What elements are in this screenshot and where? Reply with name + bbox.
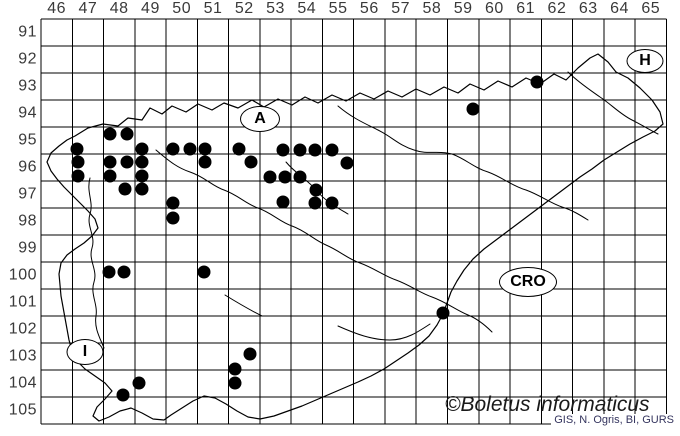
occurrence-dot bbox=[263, 170, 277, 184]
occurrence-dot bbox=[135, 142, 149, 156]
occurrence-dot bbox=[135, 182, 149, 196]
row-label-99: 99 bbox=[18, 238, 37, 256]
row-label-100: 100 bbox=[8, 265, 37, 283]
country-label-italy: I bbox=[66, 339, 104, 365]
row-label-94: 94 bbox=[18, 103, 37, 121]
occurrence-dot bbox=[325, 196, 339, 210]
occurrence-dot bbox=[325, 143, 339, 157]
occurrence-dot bbox=[228, 376, 242, 390]
occurrence-dot bbox=[244, 155, 258, 169]
occurrence-dot bbox=[166, 196, 180, 210]
column-label-49: 49 bbox=[141, 0, 160, 17]
occurrence-dot bbox=[132, 376, 146, 390]
occurrence-dot bbox=[135, 155, 149, 169]
occurrence-dot bbox=[436, 306, 450, 320]
occurrence-dot bbox=[102, 265, 116, 279]
country-label-austria: A bbox=[240, 106, 280, 132]
column-label-47: 47 bbox=[78, 0, 98, 17]
occurrence-dot bbox=[71, 169, 85, 183]
occurrence-dot bbox=[243, 347, 257, 361]
river-soca bbox=[88, 177, 105, 349]
occurrence-dot bbox=[228, 362, 242, 376]
occurrence-dot bbox=[103, 127, 117, 141]
column-label-51: 51 bbox=[203, 0, 223, 17]
copyright-text: ©Boletus informaticus bbox=[445, 393, 650, 416]
row-label-102: 102 bbox=[8, 319, 37, 337]
occurrence-dot bbox=[103, 155, 117, 169]
occurrence-dot bbox=[70, 142, 84, 156]
column-label-59: 59 bbox=[453, 0, 473, 17]
row-label-97: 97 bbox=[18, 184, 37, 202]
occurrence-dot bbox=[103, 169, 117, 183]
occurrence-dot bbox=[466, 102, 480, 116]
occurrence-dot bbox=[276, 143, 290, 157]
column-label-53: 53 bbox=[266, 0, 285, 17]
attribution-text: GIS, N. Ogris, BI, GURS bbox=[551, 414, 677, 426]
occurrence-dot bbox=[120, 155, 134, 169]
row-label-93: 93 bbox=[18, 76, 37, 94]
country-label-hungary: H bbox=[626, 49, 664, 73]
column-label-46: 46 bbox=[47, 0, 67, 17]
column-label-65: 65 bbox=[641, 0, 661, 17]
occurrence-dot bbox=[530, 75, 544, 89]
occurrence-dot bbox=[116, 388, 130, 402]
occurrence-dot bbox=[276, 195, 290, 209]
column-label-56: 56 bbox=[359, 0, 379, 17]
column-label-52: 52 bbox=[234, 0, 254, 17]
occurrence-dot bbox=[166, 142, 180, 156]
river-sava bbox=[155, 149, 493, 333]
column-label-54: 54 bbox=[297, 0, 317, 17]
occurrence-dot bbox=[232, 142, 246, 156]
column-label-57: 57 bbox=[391, 0, 410, 17]
occurrence-dot bbox=[308, 196, 322, 210]
column-label-48: 48 bbox=[109, 0, 129, 17]
row-label-101: 101 bbox=[8, 292, 37, 310]
occurrence-dot bbox=[118, 182, 132, 196]
row-label-105: 105 bbox=[8, 400, 37, 418]
column-label-62: 62 bbox=[547, 0, 567, 17]
row-label-103: 103 bbox=[8, 346, 37, 364]
column-label-63: 63 bbox=[578, 0, 598, 17]
row-label-95: 95 bbox=[18, 130, 37, 148]
column-label-64: 64 bbox=[610, 0, 629, 17]
occurrence-dot bbox=[117, 265, 131, 279]
occurrence-dot bbox=[183, 142, 197, 156]
column-label-58: 58 bbox=[422, 0, 442, 17]
occurrence-dot bbox=[135, 169, 149, 183]
occurrence-dot bbox=[340, 156, 354, 170]
slovenia-border-path bbox=[46, 53, 664, 422]
row-label-92: 92 bbox=[18, 49, 37, 67]
column-label-55: 55 bbox=[328, 0, 348, 17]
occurrence-dot bbox=[308, 143, 322, 157]
row-label-98: 98 bbox=[18, 211, 37, 229]
row-label-91: 91 bbox=[18, 22, 37, 40]
occurrence-dot bbox=[198, 155, 212, 169]
country-label-croatia: CRO bbox=[499, 267, 557, 297]
occurrence-dot bbox=[309, 183, 323, 197]
column-label-61: 61 bbox=[516, 0, 536, 17]
row-label-96: 96 bbox=[18, 157, 37, 175]
occurrence-dot bbox=[198, 142, 212, 156]
occurrence-dot bbox=[71, 155, 85, 169]
occurrence-dot bbox=[293, 143, 307, 157]
occurrence-dot bbox=[278, 170, 292, 184]
column-label-50: 50 bbox=[172, 0, 192, 17]
occurrence-dot bbox=[120, 127, 134, 141]
river-drava bbox=[337, 105, 589, 221]
occurrence-dot bbox=[166, 211, 180, 225]
row-label-104: 104 bbox=[8, 373, 37, 391]
occurrence-dot bbox=[197, 265, 211, 279]
column-label-60: 60 bbox=[485, 0, 504, 17]
occurrence-dot bbox=[293, 170, 307, 184]
